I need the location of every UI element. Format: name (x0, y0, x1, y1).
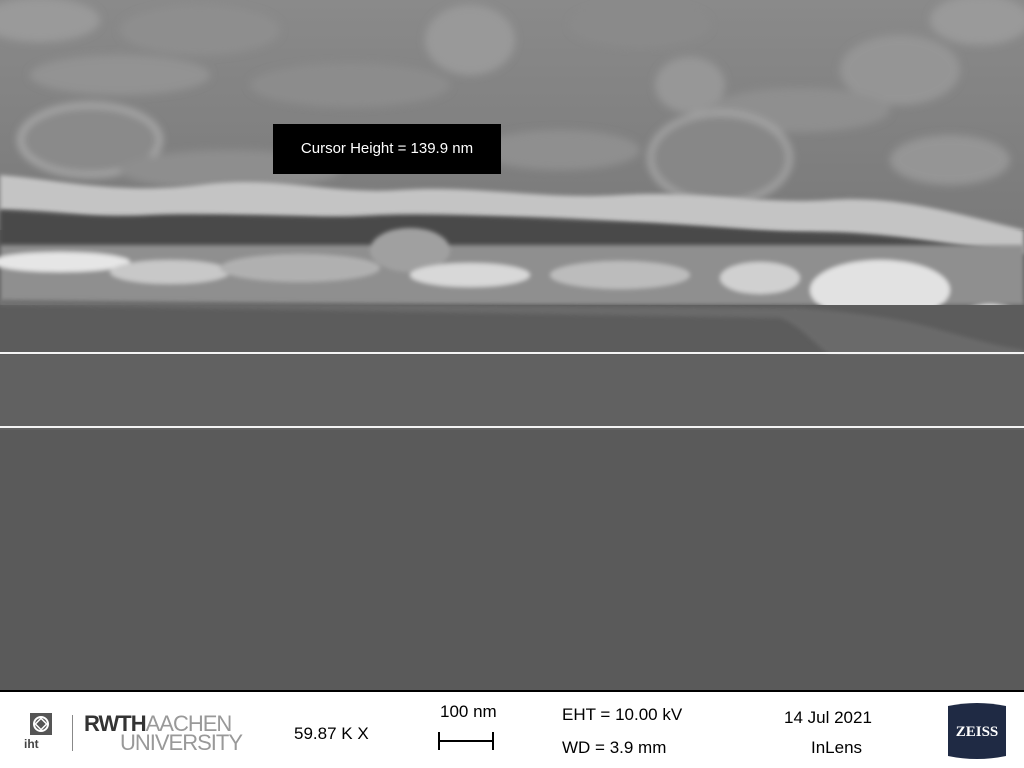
cursor-line-top[interactable] (0, 352, 1024, 354)
substrate-base (0, 430, 1024, 690)
sem-micrograph (0, 0, 1024, 690)
svg-text:ZEISS: ZEISS (956, 724, 999, 740)
film-edge-highlight (0, 175, 1024, 255)
sem-image-viewport: Cursor Height = 139.9 nm (0, 0, 1024, 690)
scale-bar (438, 732, 494, 750)
eht-value: EHT = 10.00 kV (562, 705, 683, 724)
cursor-line-bottom[interactable] (0, 426, 1024, 428)
iht-label: iht (24, 737, 39, 751)
working-distance-value: WD = 3.9 mm (562, 738, 667, 757)
iht-logo-icon (30, 713, 52, 735)
acquisition-date: 14 Jul 2021 (784, 708, 872, 727)
cursor-height-label: Cursor Height = 139.9 nm (273, 124, 501, 174)
surface-grains (0, 0, 1024, 205)
university-wordmark: UNIVERSITY (120, 730, 243, 755)
scale-bar-label: 100 nm (440, 702, 497, 721)
rwth-wordmark: RWTHAACHEN (84, 711, 232, 736)
sem-info-bar: iht RWTHAACHEN UNIVERSITY 59.87 K X 100 … (0, 690, 1024, 768)
detector-name: InLens (811, 738, 863, 757)
substrate-layer (0, 355, 1024, 430)
institution-logo: iht RWTHAACHEN UNIVERSITY (22, 711, 243, 755)
zeiss-logo: ZEISS (948, 703, 1006, 759)
magnification-value: 59.87 K X (294, 724, 369, 743)
logo-divider (72, 715, 73, 751)
